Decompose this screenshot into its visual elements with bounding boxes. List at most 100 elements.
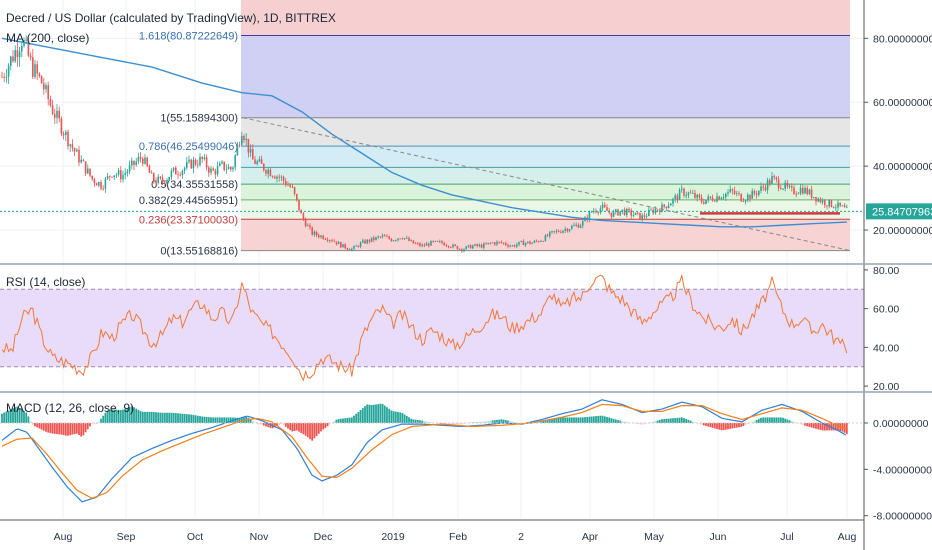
macd-histogram-bar [496, 419, 498, 423]
macd-histogram-bar [408, 417, 410, 423]
macd-histogram-bar [786, 419, 789, 423]
macd-histogram-bar [799, 422, 802, 425]
macd-histogram-bar [97, 421, 100, 423]
macd-histogram-bar [652, 421, 655, 423]
candle-body [1, 76, 3, 78]
macd-histogram-bar [702, 422, 705, 426]
macd-histogram-bar [148, 411, 151, 423]
candle-body [344, 244, 346, 249]
macd-histogram-bar [586, 416, 589, 423]
macd-histogram-bar [326, 422, 329, 427]
macd-histogram-bar [621, 421, 624, 423]
macd-histogram-bar [93, 422, 96, 424]
macd-histogram-bar [603, 416, 606, 423]
x-tick-label: Dec [314, 531, 333, 543]
macd-histogram-bar [144, 411, 146, 423]
macd-indicator-label[interactable]: MACD (12, 26, close, 9) [6, 401, 134, 415]
candle-body [373, 237, 375, 240]
candle-body [256, 161, 258, 164]
candle-body [696, 194, 698, 198]
candle-body [135, 161, 137, 165]
candle-body [395, 240, 397, 241]
candle-body [82, 159, 85, 162]
candle-body [742, 201, 745, 203]
candle-body [641, 215, 643, 220]
candle-body [760, 186, 762, 191]
macd-histogram-bar [36, 422, 39, 428]
candle-body [835, 207, 837, 209]
macd-histogram-bar [788, 420, 791, 423]
candle-body [340, 242, 342, 248]
price-series[interactable] [0, 35, 864, 253]
candle-body [302, 213, 305, 220]
rsi-indicator-label[interactable]: RSI (14, close) [6, 275, 85, 289]
candle-body [403, 238, 406, 239]
candle-body [456, 245, 459, 250]
candle-body [577, 224, 580, 228]
candle-body [839, 202, 841, 206]
macd-histogram-bar [386, 407, 388, 423]
candle-body [544, 235, 547, 242]
candle-body [502, 242, 505, 244]
candle-body [109, 175, 111, 177]
macd-histogram-bar [38, 422, 41, 429]
macd-histogram-bar [12, 408, 14, 423]
macd-series[interactable] [0, 399, 864, 503]
macd-histogram-bar [295, 422, 298, 431]
candle-body [797, 193, 800, 195]
macd-histogram-bar [247, 417, 250, 423]
candle-body [626, 208, 628, 216]
candle-body [718, 196, 720, 200]
macd-histogram-bar [751, 421, 754, 423]
rsi-series[interactable] [1, 273, 848, 382]
candle-body [601, 204, 604, 209]
macd-histogram-bar [777, 417, 780, 423]
y-tick-label: 20.00000000 [873, 225, 932, 237]
macd-histogram-bar [834, 422, 837, 431]
candle-body [221, 161, 223, 164]
macd-histogram-bar [82, 422, 85, 436]
candle-body [788, 186, 791, 188]
macd-histogram-bar [133, 407, 135, 423]
x-tick-label: Nov [250, 531, 269, 543]
x-tick-label: Oct [187, 531, 203, 543]
macd-histogram-bar [403, 414, 406, 423]
macd-histogram-bar [562, 417, 564, 423]
candle-body [342, 244, 344, 248]
candle-body [480, 244, 483, 248]
candle-body [786, 182, 789, 187]
candle-body [645, 216, 648, 217]
candle-body [351, 248, 353, 251]
candle-body [168, 177, 170, 180]
candle-body [753, 190, 756, 194]
candle-body [421, 244, 423, 247]
macd-histogram-bar [487, 420, 490, 423]
macd-histogram-bar [260, 422, 263, 425]
candle-body [368, 239, 371, 242]
candle-body [538, 241, 540, 242]
candle-body [619, 211, 621, 216]
candle-body [93, 179, 96, 184]
ma-indicator-label[interactable]: MA (200, close) [6, 31, 89, 45]
macd-histogram-bar [579, 417, 582, 423]
candle-body [590, 211, 593, 213]
candle-body [535, 240, 538, 242]
candle-body [500, 241, 503, 243]
candle-body [54, 114, 56, 118]
candle-body [672, 198, 674, 204]
candle-body [494, 242, 496, 245]
price-axis[interactable]: Aug Sep Oct Nov Dec 2019 Feb 2 Apr May Jun Jul Aug 20… [54, 33, 932, 543]
candle-body [309, 225, 311, 228]
macd-histogram-bar [592, 416, 595, 423]
macd-histogram-bar [837, 422, 839, 431]
macd-histogram-bar [753, 420, 756, 423]
macd-histogram-bar [161, 412, 164, 423]
candle-body [274, 176, 276, 179]
x-tick-label: Aug [54, 531, 73, 543]
candle-body [529, 241, 531, 244]
candle-body [260, 159, 263, 164]
macd-histogram-bar [159, 412, 162, 423]
macd-histogram-bar [29, 421, 32, 423]
macd-histogram-bar [581, 417, 584, 423]
